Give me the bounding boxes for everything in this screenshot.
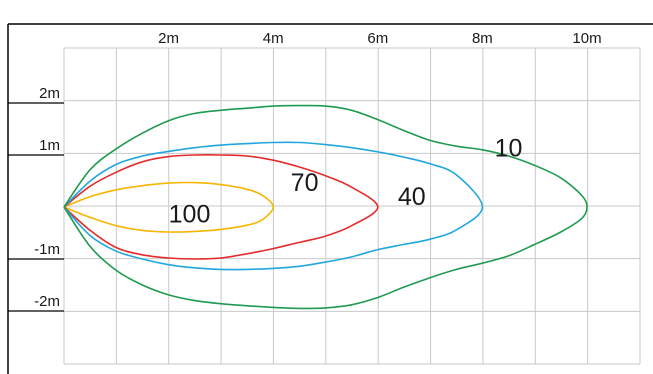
range-curve-40 — [63, 141, 484, 271]
curve-label-70: 70 — [291, 169, 319, 197]
range-curve-70 — [63, 154, 379, 260]
y-tick-label: 1m — [39, 137, 60, 154]
x-tick-label: 10m — [572, 30, 601, 47]
y-tick-label: -2m — [34, 293, 60, 310]
range-curve-10 — [63, 104, 588, 310]
x-tick-label: 8m — [472, 30, 493, 47]
y-tick-label: -1m — [34, 241, 60, 258]
x-tick-label: 6m — [367, 30, 388, 47]
x-tick-label: 4m — [263, 30, 284, 47]
range-curve-100 — [63, 181, 274, 233]
curve-label-10: 10 — [495, 134, 523, 162]
curve-label-100: 100 — [169, 200, 211, 228]
curve-label-40: 40 — [398, 183, 426, 211]
x-tick-label: 2m — [158, 30, 179, 47]
y-tick-label: 2m — [39, 85, 60, 102]
